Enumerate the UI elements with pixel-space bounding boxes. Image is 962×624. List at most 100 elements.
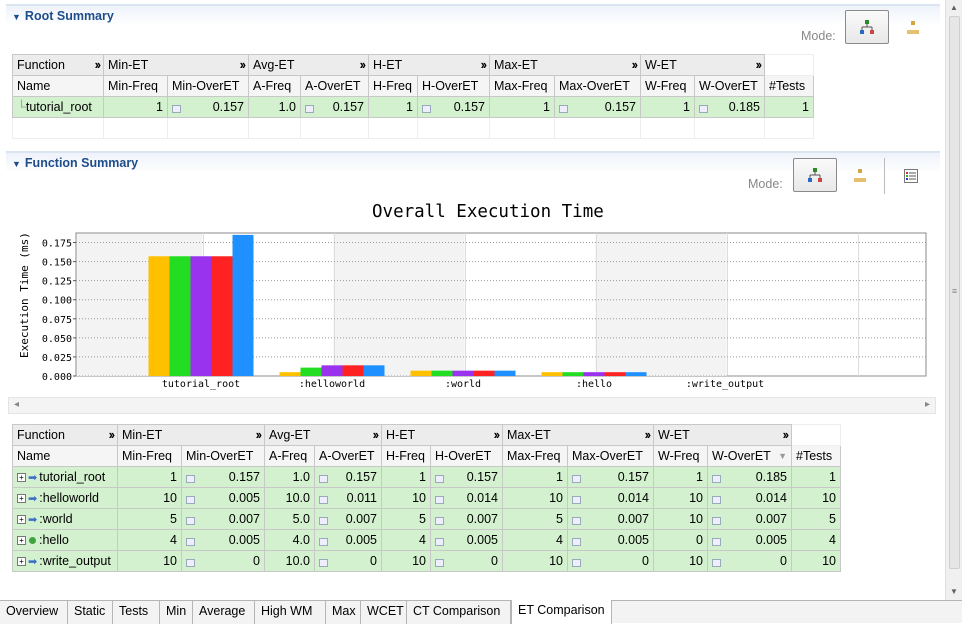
- mini-chart-icon[interactable]: [435, 559, 444, 567]
- mini-chart-icon[interactable]: [435, 475, 444, 483]
- function-summary-title[interactable]: ▼ Function Summary: [12, 156, 138, 170]
- mini-chart-icon[interactable]: [422, 105, 431, 113]
- col-header-w-freq[interactable]: W-Freq: [640, 75, 695, 97]
- group-header-min-et[interactable]: Min-ET ››: [117, 424, 265, 446]
- col-header-tests[interactable]: #Tests: [791, 445, 841, 467]
- mini-chart-icon[interactable]: [186, 559, 195, 567]
- group-header-w-et[interactable]: W-ET ››: [653, 424, 792, 446]
- mini-chart-icon[interactable]: [435, 496, 444, 504]
- cell-min-freq: 5: [117, 508, 182, 530]
- group-header-min-et[interactable]: Min-ET ››: [103, 54, 249, 76]
- function-mode-tree-button[interactable]: [793, 158, 837, 192]
- group-header-max-et[interactable]: Max-ET ››: [489, 54, 641, 76]
- mini-chart-icon[interactable]: [172, 105, 181, 113]
- scroll-right-icon[interactable]: ▸: [924, 399, 930, 410]
- col-header-min-overet[interactable]: Min-OverET: [181, 445, 265, 467]
- col-header-min-overet[interactable]: Min-OverET: [167, 75, 249, 97]
- mini-chart-icon[interactable]: [712, 475, 721, 483]
- mini-chart-icon[interactable]: [435, 517, 444, 525]
- mini-chart-icon[interactable]: [572, 559, 581, 567]
- mini-chart-icon[interactable]: [712, 559, 721, 567]
- function-mode-flat-button[interactable]: [845, 161, 875, 191]
- collapse-triangle-icon[interactable]: ▼: [12, 159, 21, 169]
- mini-chart-icon[interactable]: [559, 105, 568, 113]
- mini-chart-icon[interactable]: [319, 559, 328, 567]
- y-tick-label: 0.000: [42, 372, 72, 383]
- mini-chart-icon[interactable]: [712, 517, 721, 525]
- mini-chart-icon[interactable]: [305, 105, 314, 113]
- col-header-a-overet[interactable]: A-OverET: [314, 445, 382, 467]
- mini-chart-icon[interactable]: [572, 517, 581, 525]
- mini-chart-icon[interactable]: [186, 475, 195, 483]
- expand-icon[interactable]: +: [17, 515, 26, 525]
- col-header-max-freq[interactable]: Max-Freq: [502, 445, 568, 467]
- tab-average[interactable]: Average: [193, 601, 255, 624]
- mini-chart-icon[interactable]: [319, 538, 328, 546]
- col-header-h-overet[interactable]: H-OverET: [430, 445, 503, 467]
- group-header-function[interactable]: Function ››: [12, 424, 118, 446]
- table-row[interactable]: + ➡:helloworld 10 0.005 10.0 0.011 10 0.014 10 0.…: [12, 487, 841, 509]
- group-header-avg-et[interactable]: Avg-ET ››: [264, 424, 382, 446]
- mini-chart-icon[interactable]: [572, 475, 581, 483]
- scrollbar-thumb[interactable]: [949, 16, 960, 569]
- root-summary-title[interactable]: ▼ Root Summary: [12, 9, 114, 23]
- cell-min-over: 0.005: [181, 529, 265, 551]
- mini-chart-icon[interactable]: [699, 105, 708, 113]
- group-header-function[interactable]: Function ››: [12, 54, 104, 76]
- expand-icon[interactable]: +: [17, 473, 26, 483]
- col-header-a-overet[interactable]: A-OverET: [300, 75, 369, 97]
- col-header-min-freq[interactable]: Min-Freq: [117, 445, 182, 467]
- mini-chart-icon[interactable]: [572, 496, 581, 504]
- col-header-min-freq[interactable]: Min-Freq: [103, 75, 168, 97]
- function-mode-list-button[interactable]: [896, 161, 926, 191]
- col-header-tests[interactable]: #Tests: [764, 75, 814, 97]
- table-row[interactable]: + ➡:world 5 0.007 5.0 0.007 5 0.007 5 0.007 10 0.00…: [12, 508, 841, 530]
- scroll-up-icon[interactable]: ▲: [950, 3, 958, 12]
- col-header-name[interactable]: Name: [12, 445, 118, 467]
- scroll-left-icon[interactable]: ◂: [14, 399, 20, 410]
- tab-overview[interactable]: Overview: [0, 601, 68, 624]
- expand-icon[interactable]: +: [17, 557, 26, 567]
- mini-chart-icon[interactable]: [186, 538, 195, 546]
- tab-wcet[interactable]: WCET: [361, 601, 407, 624]
- scroll-down-icon[interactable]: ▼: [950, 587, 958, 596]
- col-header-h-freq[interactable]: H-Freq: [381, 445, 431, 467]
- mini-chart-icon[interactable]: [572, 538, 581, 546]
- table-row[interactable]: + ➡:write_output 10 0 10.0 0 10 0 10 0 10 0 10: [12, 550, 841, 572]
- tab-ct-comparison[interactable]: CT Comparison: [407, 601, 511, 624]
- collapse-triangle-icon[interactable]: ▼: [12, 12, 21, 22]
- group-header-h-et[interactable]: H-ET ››: [381, 424, 503, 446]
- mini-chart-icon[interactable]: [186, 496, 195, 504]
- col-header-a-freq[interactable]: A-Freq: [248, 75, 301, 97]
- tab-tests[interactable]: Tests: [113, 601, 160, 624]
- tab-min[interactable]: Min: [160, 601, 193, 624]
- chart-horizontal-scrollbar[interactable]: ◂ ▸: [8, 397, 936, 414]
- mini-chart-icon[interactable]: [435, 538, 444, 546]
- group-header-w-et[interactable]: W-ET ››: [640, 54, 765, 76]
- root-mode-flat-button[interactable]: [898, 13, 928, 43]
- mini-chart-icon[interactable]: [319, 517, 328, 525]
- table-row[interactable]: +:hello 4 0.005 4.0 0.005 4 0.005 4 0.005 0 0.005 4: [12, 529, 841, 551]
- col-header-w-freq[interactable]: W-Freq: [653, 445, 708, 467]
- expand-icon[interactable]: +: [17, 536, 26, 546]
- mini-chart-icon[interactable]: [319, 475, 328, 483]
- group-header-max-et[interactable]: Max-ET ››: [502, 424, 654, 446]
- col-header-max-overet[interactable]: Max-OverET: [567, 445, 654, 467]
- col-header-a-freq[interactable]: A-Freq: [264, 445, 315, 467]
- tab-et-comparison[interactable]: ET Comparison: [511, 600, 612, 624]
- mini-chart-icon[interactable]: [712, 538, 721, 546]
- tab-high-wm[interactable]: High WM: [255, 601, 326, 624]
- cell-max-over: 0.005: [567, 529, 654, 551]
- root-mode-tree-button[interactable]: [845, 10, 889, 44]
- expand-icon[interactable]: +: [17, 494, 26, 504]
- mini-chart-icon[interactable]: [186, 517, 195, 525]
- mini-chart-icon[interactable]: [319, 496, 328, 504]
- table-row[interactable]: + ➡ tutorial_root 1 0.157 1.0 0.157 1 0.157 1 0.15…: [12, 466, 841, 488]
- table-row[interactable]: └tutorial_root 1 0.157 1.0 0.157 1 0.157…: [12, 96, 814, 118]
- mini-chart-icon[interactable]: [712, 496, 721, 504]
- tab-max[interactable]: Max: [326, 601, 361, 624]
- col-header-w-overet[interactable]: W-OverET ▼: [707, 445, 792, 467]
- tab-static[interactable]: Static: [68, 601, 113, 624]
- vertical-scrollbar[interactable]: ▲ ≡ ▼: [945, 0, 962, 600]
- group-header-h-et[interactable]: H-ET ››: [368, 54, 490, 76]
